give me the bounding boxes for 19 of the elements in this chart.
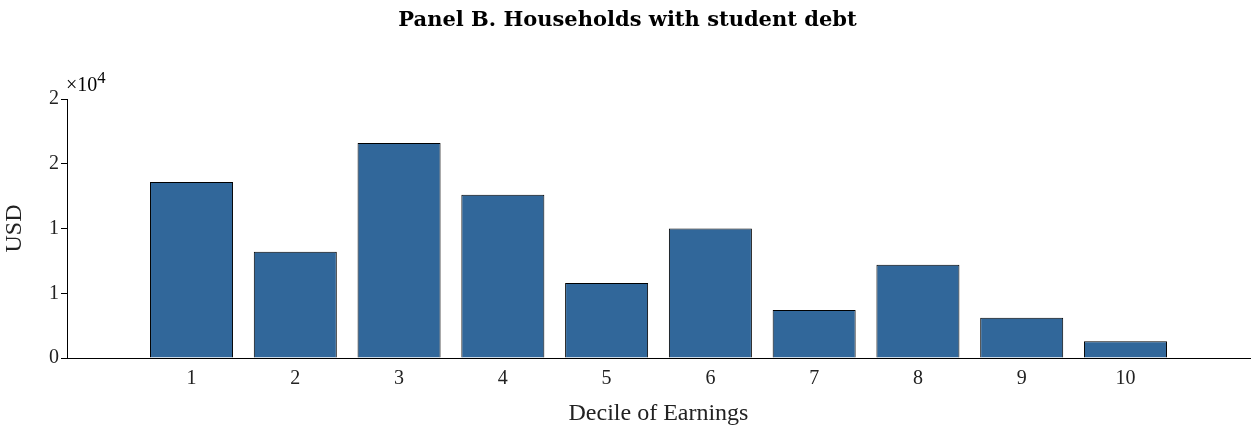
x-tick-label: 7 [809,366,820,389]
x-tick-label: 2 [290,366,301,389]
text: ×10$^{4}$ [66,68,106,96]
x-tick-label: 4 [497,366,508,389]
x-tick-label: 1 [186,366,197,389]
y-axis-title: USD [0,204,26,253]
chart-title: Panel B. Households with student debt [397,6,858,31]
x-tick-label: 10 [1115,366,1136,389]
y-tick-label: 2 [49,86,59,109]
x-tick-label: 8 [912,366,923,389]
y-tick-label: 0 [49,345,59,368]
x-tick-label: 6 [705,366,716,389]
x-axis-title: Decile of Earnings [568,398,749,425]
x-tick-label: 5 [601,366,612,389]
y-tick-label: 1 [49,280,59,303]
x-tick-label: 9 [1016,366,1027,389]
y-tick-label: 2 [49,151,59,173]
y-tick-label: 1 [49,215,59,238]
x-tick-label: 3 [394,366,405,389]
